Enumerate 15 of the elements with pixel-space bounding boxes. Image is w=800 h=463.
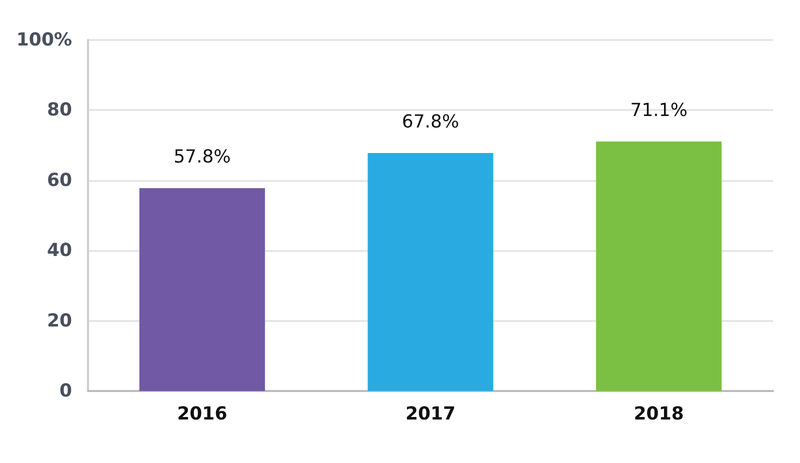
data-label: 57.8% [174,146,231,168]
bar [368,153,494,391]
bar [139,188,265,391]
bar [596,141,722,391]
data-label: 67.8% [402,112,460,133]
data-label: 71.1% [630,100,688,121]
y-tick-label: 0 [59,380,72,402]
y-tick-label: 60 [46,170,72,191]
x-tick-label: 2017 [405,404,456,424]
y-tick-label: 20 [46,310,72,332]
x-tick-label: 2016 [177,404,228,424]
y-tick-label: 40 [46,240,72,262]
y-tick-label: 100% [16,30,72,50]
y-tick-label: 80 [46,100,72,121]
x-tick-label: 2018 [634,404,684,424]
